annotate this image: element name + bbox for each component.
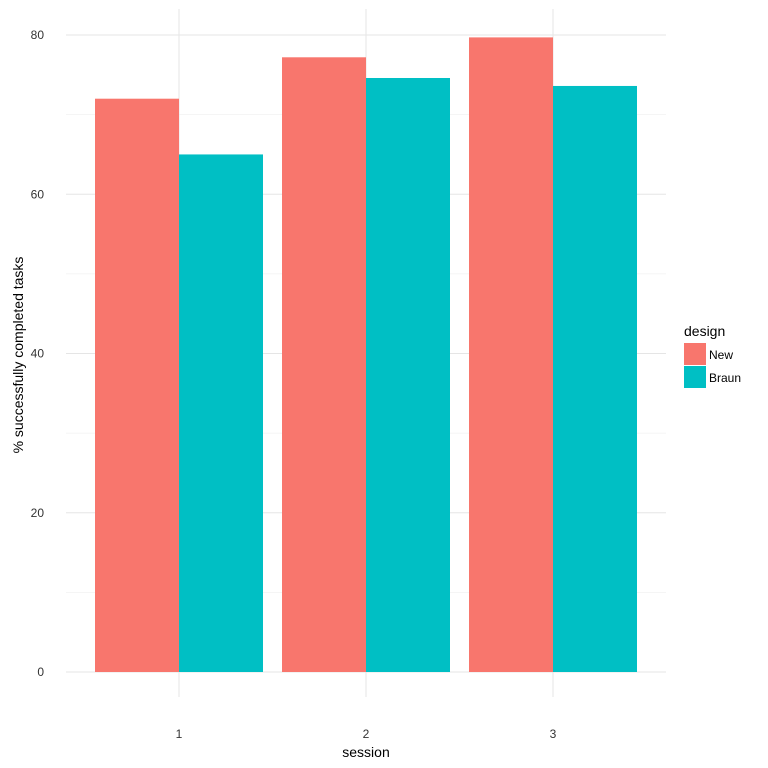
bars <box>95 37 637 673</box>
y-tick-label: 0 <box>37 665 44 679</box>
legend-key-new <box>684 343 706 365</box>
legend-key-braun <box>684 366 706 388</box>
bar-new-session-1 <box>95 98 179 672</box>
bar-braun-session-3 <box>553 85 637 672</box>
x-tick-label: 1 <box>176 727 183 741</box>
y-tick-label: 20 <box>31 506 45 520</box>
y-tick-label: 60 <box>31 187 45 201</box>
legend-title: design <box>684 323 725 339</box>
y-tick-label: 40 <box>31 347 45 361</box>
x-tick-label: 3 <box>550 727 557 741</box>
y-tick-label: 80 <box>31 28 45 42</box>
legend: design New Braun <box>684 323 741 388</box>
bar-new-session-2 <box>282 57 366 673</box>
bar-new-session-3 <box>469 37 553 673</box>
y-axis-title: % successfully completed tasks <box>10 257 26 454</box>
x-tick-label: 2 <box>363 727 370 741</box>
legend-label-braun: Braun <box>709 371 741 385</box>
x-axis-ticks: 1 2 3 <box>176 727 557 741</box>
x-axis-title: session <box>342 744 389 760</box>
bar-braun-session-2 <box>366 77 450 672</box>
legend-label-new: New <box>709 348 733 362</box>
bar-braun-session-1 <box>179 154 263 672</box>
y-axis-ticks: 0 20 40 60 80 <box>31 28 45 679</box>
